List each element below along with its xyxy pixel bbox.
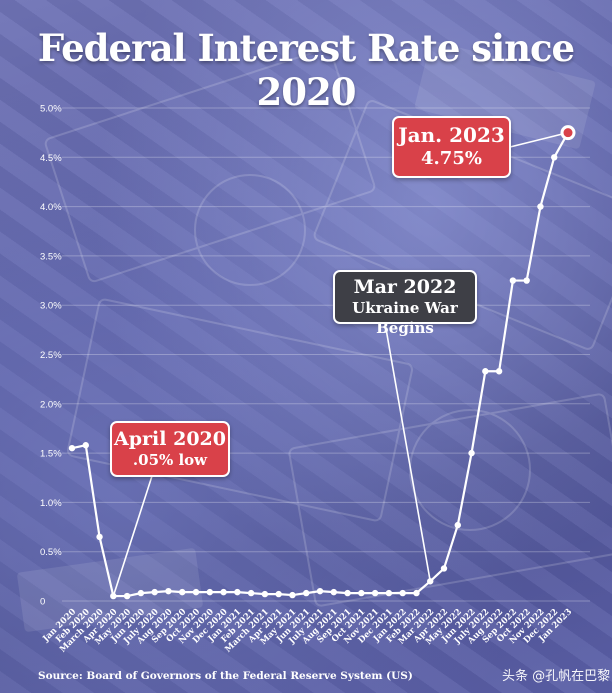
data-point xyxy=(151,588,158,596)
data-point xyxy=(123,592,131,600)
data-point xyxy=(454,521,461,529)
data-point xyxy=(482,368,489,375)
data-point xyxy=(234,588,241,596)
y-tick-label: 4.5% xyxy=(40,153,62,164)
data-point xyxy=(551,154,558,161)
annotation-detail: .05% low xyxy=(132,451,208,469)
data-point xyxy=(371,589,379,597)
annotation-detail: 4.75% xyxy=(421,148,482,169)
data-point xyxy=(344,589,351,597)
data-point xyxy=(289,591,296,599)
annotation-ukraine-war: Mar 2022 Ukraine War Begins xyxy=(333,270,477,337)
source-note: Source: Board of Governors of the Federa… xyxy=(38,670,413,682)
y-tick-label: 4.0% xyxy=(40,202,62,213)
annotation-jan-2023-peak: Jan. 2023 4.75% xyxy=(392,116,511,178)
data-point xyxy=(179,588,186,596)
data-point xyxy=(137,589,145,597)
data-point xyxy=(330,588,337,596)
data-point xyxy=(440,565,448,572)
annotation-april-2020-low: April 2020 .05% low xyxy=(110,421,230,477)
data-point xyxy=(537,203,544,210)
annotation-title: April 2020 xyxy=(114,428,226,450)
leader-line-mar xyxy=(384,322,432,582)
chart-title: Federal Interest Rate since 2020 xyxy=(37,26,575,114)
data-point xyxy=(247,589,255,597)
data-point xyxy=(413,589,420,597)
rate-series-line xyxy=(71,132,569,598)
data-point xyxy=(399,589,406,597)
annotation-detail: Ukraine War Begins xyxy=(352,299,458,337)
y-tick-label: 1.0% xyxy=(40,498,62,509)
annotation-title: Mar 2022 xyxy=(353,276,457,298)
data-point xyxy=(192,588,200,596)
data-point xyxy=(563,128,573,138)
data-point xyxy=(495,368,503,375)
data-point xyxy=(316,587,324,595)
data-point xyxy=(96,533,103,541)
data-point xyxy=(509,277,517,284)
data-point xyxy=(68,444,76,452)
y-tick-label: 5.0% xyxy=(40,104,62,115)
y-tick-label: 3.5% xyxy=(40,251,62,262)
data-point xyxy=(523,277,530,284)
data-point xyxy=(303,589,310,597)
data-point xyxy=(358,589,365,597)
data-point xyxy=(110,592,117,600)
data-point xyxy=(82,442,89,449)
y-tick-label: 0.5% xyxy=(40,547,62,558)
data-point xyxy=(206,588,213,596)
data-point xyxy=(468,449,475,457)
y-tick-label: 2.5% xyxy=(40,350,62,361)
data-point xyxy=(220,588,227,596)
leader-line-jan xyxy=(509,131,569,148)
y-tick-label: 0 xyxy=(40,597,45,608)
y-tick-label: 2.0% xyxy=(40,399,62,410)
data-point xyxy=(261,590,269,598)
data-point xyxy=(427,578,434,585)
watermark: 头条 @孔帆在巴黎 xyxy=(502,669,611,684)
data-point xyxy=(165,587,172,595)
data-point xyxy=(385,589,393,597)
y-tick-label: 3.0% xyxy=(40,301,62,312)
annotation-title: Jan. 2023 xyxy=(398,123,505,147)
y-tick-label: 1.5% xyxy=(40,449,62,460)
data-point xyxy=(275,590,282,598)
leader-line-april xyxy=(112,475,153,597)
